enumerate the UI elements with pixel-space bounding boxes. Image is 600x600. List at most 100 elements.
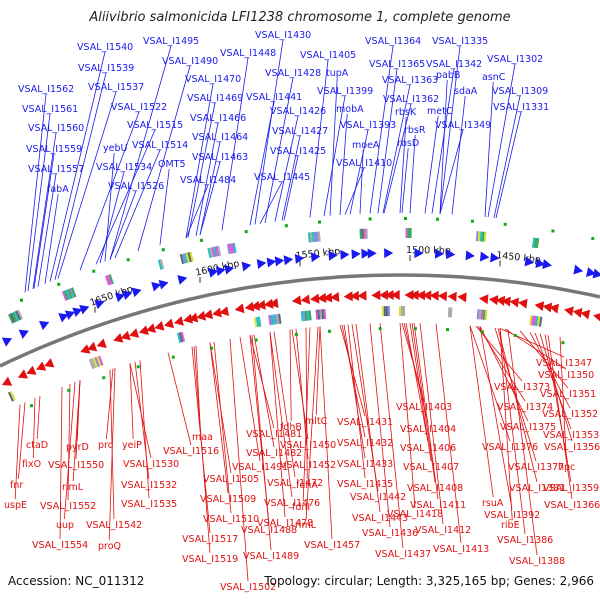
forward-gene-label: VSAL_I1534 (96, 162, 152, 173)
reverse-leader-line (411, 323, 436, 483)
forward-gene-arrow (79, 305, 90, 315)
forward-gene-arrow (64, 310, 76, 320)
forward-gene-label: VSAL_I1335 (432, 36, 488, 47)
reverse-gene-label: fnr (10, 480, 23, 491)
forward-gene-label: VSAL_I1470 (185, 74, 241, 85)
reverse-gene-arrow (1, 376, 13, 386)
forward-gene-arrow (274, 256, 285, 267)
reverse-leader-line (167, 352, 192, 446)
reverse-annotation-block (308, 310, 312, 321)
reverse-leader-line (347, 324, 366, 479)
reverse-gene-label: mltC (305, 416, 328, 427)
forward-marker (126, 258, 130, 262)
forward-gene-arrow (1, 337, 13, 347)
reverse-gene-label: ribE (501, 520, 520, 531)
forward-gene-arrow (158, 279, 169, 290)
reverse-annotation-block (400, 305, 404, 316)
forward-gene-label: VSAL_I1495 (143, 36, 199, 47)
forward-annotation-block (226, 243, 231, 255)
reverse-gene-label: VSAL_I1452 (280, 460, 336, 471)
features-layer (1, 217, 600, 408)
reverse-gene-label: VSAL_I1404 (400, 424, 456, 435)
reverse-gene-arrow (80, 344, 91, 354)
forward-annotation-block (363, 228, 366, 239)
reverse-gene-label: VSAL_I1442 (350, 492, 406, 503)
scale-tick-label: 1500 kbp (406, 245, 451, 256)
reverse-annotation-block (529, 315, 533, 326)
forward-leader-line (114, 149, 161, 259)
reverse-leader-line (499, 328, 513, 520)
forward-annotation-block (475, 231, 479, 242)
reverse-annotation-block (98, 355, 104, 366)
reverse-gene-label: VSAL_I1373 (494, 382, 550, 393)
forward-gene-label: VSAL_I1445 (254, 172, 310, 183)
reverse-annotation-block (321, 309, 325, 320)
reverse-gene-label: rimL (295, 520, 317, 531)
reverse-gene-label: VSAL_I1519 (182, 554, 238, 565)
reverse-gene-label: VSAL_I1552 (40, 501, 96, 512)
reverse-gene-label: fdhA (296, 480, 318, 491)
reverse-annotation-block (180, 331, 186, 342)
reverse-gene-arrow (357, 290, 367, 301)
reverse-gene-label: VSAL_I1489 (243, 551, 299, 562)
forward-annotation-block (481, 231, 485, 242)
forward-gene-arrow (72, 307, 83, 318)
forward-marker (436, 217, 440, 221)
reverse-gene-label: VSAL_I1350 (538, 370, 594, 381)
forward-gene-arrow (340, 249, 350, 260)
forward-gene-label: VSAL_I1526 (108, 181, 164, 192)
forward-annotation-block (307, 232, 311, 243)
forward-gene-arrow (361, 248, 371, 259)
reverse-leader-line (499, 328, 526, 535)
reverse-gene-label: VSAL_I1351 (540, 389, 596, 400)
forward-leader-line (439, 129, 464, 214)
reverse-leader-line (213, 341, 232, 514)
reverse-gene-label: VSAL_I1509 (200, 494, 256, 505)
forward-gene-label: VSAL_I1559 (26, 144, 82, 155)
forward-gene-label: VSAL_I1539 (78, 63, 134, 74)
reverse-gene-label: rimL (62, 482, 84, 493)
reverse-gene-label: VSAL_I1412 (415, 525, 471, 536)
reverse-leader-line (253, 334, 275, 448)
reverse-leader-line (559, 336, 567, 462)
forward-leader-line (323, 95, 346, 217)
reverse-gene-arrow (501, 296, 511, 307)
reverse-gene-label: VSAL_I1432 (337, 438, 393, 449)
forward-leader-line (24, 93, 47, 293)
reverse-gene-label: VSAL_I1491 (232, 462, 288, 473)
reverse-marker (328, 329, 332, 333)
forward-annotation-block (477, 231, 481, 242)
reverse-marker (171, 355, 175, 359)
reverse-gene-label: VSAL_I1411 (410, 500, 466, 511)
reverse-gene-label: VSAL_I1478 (257, 518, 313, 529)
forward-gene-label: VSAL_I1430 (255, 30, 311, 41)
reverse-gene-label: VSAL_I1347 (536, 358, 592, 369)
forward-leader-line (54, 72, 107, 280)
reverse-gene-label: VSAL_I1542 (86, 520, 142, 531)
gene-labels-layer: VSAL_I1540 VSAL_I1495 VSAL_I1430 VSAL_I1405… (4, 30, 600, 593)
forward-leader-line (27, 113, 51, 292)
reverse-gene-label: VSAL_I1437 (375, 549, 431, 560)
reverse-gene-arrow (310, 293, 320, 304)
reverse-marker (378, 327, 382, 331)
forward-gene-arrow (18, 329, 29, 339)
summary-text: Topology: circular; Length: 3,325,165 bp… (264, 574, 594, 588)
reverse-gene-arrow (479, 294, 489, 305)
reverse-marker (513, 334, 517, 337)
forward-gene-arrow (465, 250, 475, 261)
reverse-annotation-block (484, 309, 488, 321)
forward-annotation-block (65, 289, 72, 300)
reverse-gene-arrow (291, 295, 302, 306)
forward-gene-arrow (434, 248, 445, 259)
reverse-gene-arrow (564, 306, 574, 317)
forward-gene-label: VSAL_I1331 (493, 102, 549, 113)
reverse-gene-label: VSAL_I1502 (220, 582, 276, 593)
forward-gene-label: VSAL_I1469 (187, 93, 243, 104)
reverse-gene-arrow (542, 302, 553, 313)
reverse-gene-label: maa (192, 432, 213, 443)
reverse-gene-arrow (322, 292, 333, 303)
reverse-gene-label: uup (56, 520, 74, 531)
reverse-leader-line (109, 369, 115, 520)
reverse-annotation-block (537, 316, 541, 327)
forward-gene-label: rbsR (404, 125, 426, 136)
